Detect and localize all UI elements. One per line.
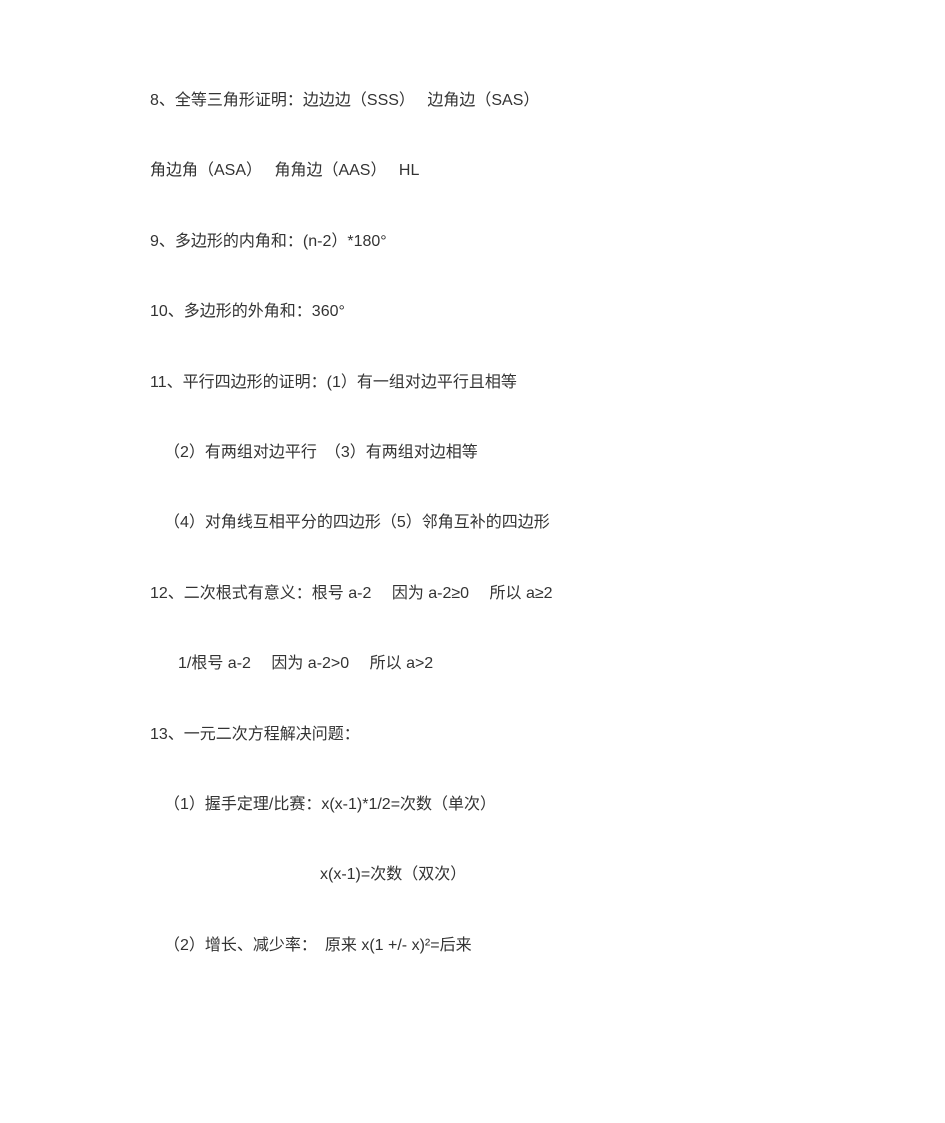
text-line-9: 9、多边形的内角和：(n-2）*180° xyxy=(150,231,795,253)
text-line-12: 12、二次根式有意义：根号 a-2 因为 a-2≥0 所以 a≥2 xyxy=(150,583,795,605)
text-line-10: 10、多边形的外角和：360° xyxy=(150,301,795,323)
text-line-11b: （2）有两组对边平行 （3）有两组对边相等 xyxy=(150,442,795,464)
text-line-11c: （4）对角线互相平分的四边形（5）邻角互补的四边形 xyxy=(150,512,795,534)
text-line-13c: x(x-1)=次数（双次） xyxy=(150,864,795,886)
text-line-12b: 1/根号 a-2 因为 a-2>0 所以 a>2 xyxy=(150,653,795,675)
text-line-13: 13、一元二次方程解决问题： xyxy=(150,724,795,746)
text-line-8b: 角边角（ASA） 角角边（AAS） HL xyxy=(150,160,795,182)
text-line-11: 11、平行四边形的证明：(1）有一组对边平行且相等 xyxy=(150,372,795,394)
text-line-8: 8、全等三角形证明：边边边（SSS） 边角边（SAS） xyxy=(150,90,795,112)
text-line-13b: （1）握手定理/比赛：x(x-1)*1/2=次数（单次） xyxy=(150,794,795,816)
text-line-13d: （2）增长、减少率： 原来 x(1 +/- x)²=后来 xyxy=(150,935,795,957)
